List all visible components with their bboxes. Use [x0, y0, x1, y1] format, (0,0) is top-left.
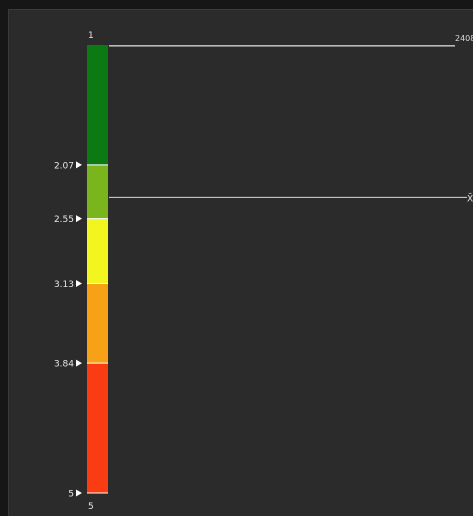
chart-panel: 1 5 2.07 2.55 3.13 3.84 5 2408 X̄	[8, 9, 473, 516]
threshold-label-2: 2.55	[54, 215, 74, 225]
scale-min-label: 1	[88, 31, 94, 41]
max-count-line: 2408	[109, 34, 473, 47]
threshold-label-1: 2.07	[54, 161, 74, 171]
threshold-label-4: 3.84	[54, 360, 74, 370]
color-band-2	[87, 164, 108, 219]
histogram-bars	[109, 45, 455, 46]
scale-axis: 1 5	[88, 31, 94, 512]
scale-max-label: 5	[88, 502, 94, 512]
color-band-1	[87, 45, 108, 165]
threshold-markers: 2.07 2.55 3.13 3.84 5	[54, 161, 108, 500]
threshold-label-3: 3.13	[54, 280, 74, 290]
threshold-arrow-5	[76, 489, 82, 497]
color-band-3	[87, 218, 108, 284]
histogram-bar	[109, 45, 455, 46]
threshold-label-5: 5	[68, 490, 74, 500]
color-band-5	[87, 363, 108, 493]
color-scale-bar	[87, 45, 108, 493]
histogram-chart: 1 5 2.07 2.55 3.13 3.84 5 2408 X̄	[54, 31, 473, 512]
mean-label: X̄	[467, 193, 473, 205]
threshold-arrow-4	[76, 359, 82, 367]
threshold-arrow-1	[76, 161, 82, 169]
threshold-arrow-3	[76, 280, 82, 288]
color-band-4	[87, 283, 108, 364]
mean-marker: X̄	[109, 193, 473, 205]
max-count-label: 2408	[455, 34, 473, 43]
threshold-arrow-2	[76, 215, 82, 223]
